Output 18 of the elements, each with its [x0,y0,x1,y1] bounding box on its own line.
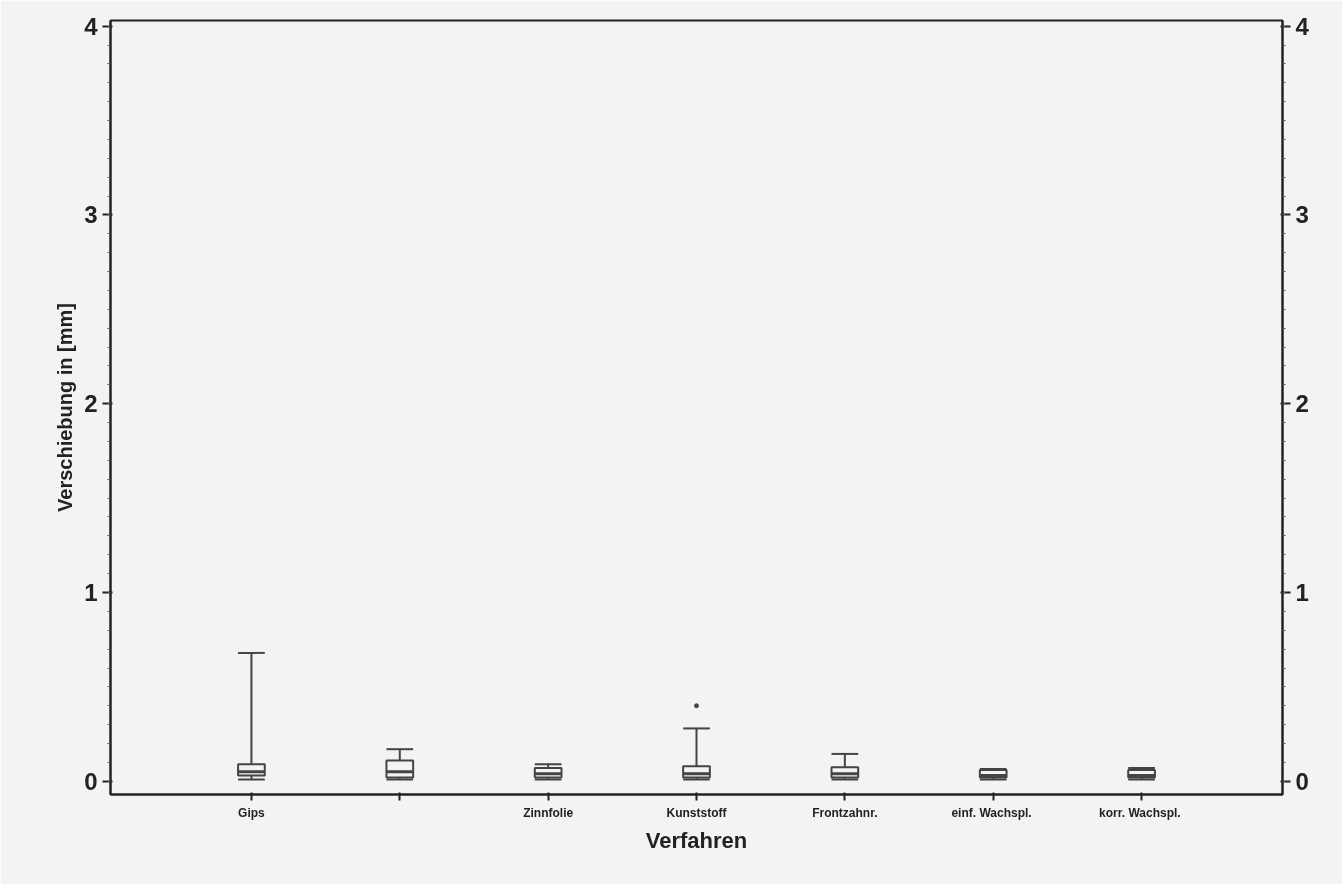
y2-tick-label: 4 [1295,12,1310,40]
y-tick-label: 1 [84,579,98,606]
x-tick-label: Frontzahnr. [812,805,878,820]
x-tick-label: korr. Wachspl. [1099,805,1181,820]
y2-tick-label: 1 [1295,579,1309,606]
y-tick-label: 2 [84,390,98,418]
x-tick-label: einf. Wachspl. [951,805,1032,820]
y-axis-title: Verschiebung in [mm] [54,303,77,512]
x-axis-title: Verfahren [645,827,748,853]
y-tick-label: 4 [84,12,99,40]
y2-tick-label: 2 [1295,390,1309,418]
x-tick-label: Gips [238,805,266,820]
y2-tick-label: 3 [1295,201,1309,229]
x-tick-label: Kunststoff [666,805,728,820]
y-tick-label: 0 [84,767,98,795]
y-tick-label: 3 [84,201,98,229]
x-tick-label: Zinnfolie [523,805,574,820]
y2-tick-label: 0 [1295,767,1309,795]
